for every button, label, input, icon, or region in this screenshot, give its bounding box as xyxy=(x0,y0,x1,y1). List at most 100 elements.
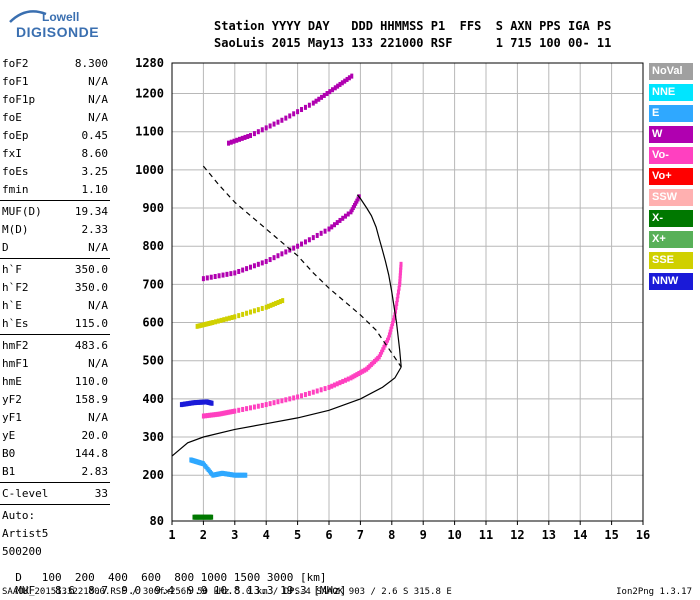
echo-point xyxy=(365,366,369,372)
echo-point xyxy=(205,413,209,419)
param-value: N/A xyxy=(88,241,108,254)
echo-point xyxy=(209,320,213,326)
param-separator xyxy=(0,334,110,335)
legend-item-x: X+ xyxy=(649,231,693,248)
x-tick-label: 2 xyxy=(200,528,207,542)
echo-point xyxy=(241,406,245,412)
param-separator xyxy=(0,504,110,505)
echo-point xyxy=(281,298,285,304)
param-key: fxI xyxy=(2,147,22,160)
param-value: N/A xyxy=(88,75,108,88)
param-key: foF2 xyxy=(2,57,29,70)
echo-point xyxy=(303,104,307,110)
echo-point xyxy=(389,326,393,332)
y-tick-label: 900 xyxy=(142,201,164,215)
echo-point xyxy=(194,400,198,406)
echo-point xyxy=(217,411,221,417)
param-separator xyxy=(0,200,110,201)
echo-trace xyxy=(189,457,248,478)
echo-point xyxy=(252,263,256,269)
echo-point xyxy=(319,387,323,393)
echo-point xyxy=(280,251,284,257)
echo-point xyxy=(238,136,242,142)
legend-item-w: W xyxy=(649,126,693,143)
echo-point xyxy=(197,323,201,329)
file-info-line: SAAOK_2015133221000.RSF / 300fx256h 50 k… xyxy=(2,587,452,597)
autoscale-label: Auto: xyxy=(2,509,36,522)
echo-point xyxy=(264,125,268,131)
echo-point xyxy=(243,134,247,140)
echo-point xyxy=(347,75,351,81)
param-separator xyxy=(0,482,110,483)
param-key: B0 xyxy=(2,447,16,460)
param-key: MUF(D) xyxy=(2,205,42,218)
echo-point xyxy=(303,239,307,245)
param-row: h`Es 115.0 xyxy=(2,315,108,333)
echo-point xyxy=(276,399,280,405)
distance-row: D 100 200 400 600 800 1000 1500 3000 [km… xyxy=(15,571,327,584)
echo-point xyxy=(296,243,300,249)
param-row: foF2 8.300 xyxy=(2,55,108,73)
echo-trace xyxy=(201,261,403,419)
echo-point xyxy=(233,472,237,478)
echo-point xyxy=(242,472,246,478)
param-key: D xyxy=(2,241,9,254)
artist-label: Artist5 xyxy=(2,527,49,540)
param-key: B1 xyxy=(2,465,16,478)
echo-point xyxy=(284,249,288,255)
param-value: 20.0 xyxy=(81,429,109,442)
header-line2: SaoLuis 2015 May13 133 221000 RSF 1 715 … xyxy=(214,36,612,50)
param-row: hmE 110.0 xyxy=(2,373,108,391)
param-row: C-level 33 xyxy=(2,485,108,503)
echo-point xyxy=(201,276,205,282)
echo-point xyxy=(300,241,304,247)
plot-frame xyxy=(171,62,644,522)
echo-point xyxy=(209,274,213,280)
param-row: B0 144.8 xyxy=(2,445,108,463)
echo-point xyxy=(235,137,239,143)
echo-point xyxy=(198,399,202,405)
echo-point xyxy=(278,299,282,305)
param-key: h`F xyxy=(2,263,22,276)
echo-point xyxy=(229,271,233,277)
echo-point xyxy=(284,397,288,403)
param-value: N/A xyxy=(88,93,108,106)
param-value: N/A xyxy=(88,111,108,124)
echo-point xyxy=(396,289,400,295)
echo-point xyxy=(237,313,241,319)
echo-point xyxy=(296,109,300,115)
echo-point xyxy=(374,357,378,363)
echo-point xyxy=(303,392,307,398)
param-value: N/A xyxy=(88,357,108,370)
echo-point xyxy=(330,224,334,230)
echo-point xyxy=(323,228,327,234)
param-row: B1 2.83 xyxy=(2,463,108,481)
y-tick-label: 400 xyxy=(142,392,164,406)
param-key: foEs xyxy=(2,165,29,178)
x-tick-label: 13 xyxy=(542,528,556,542)
echo-point xyxy=(335,220,339,226)
echo-point xyxy=(223,410,227,416)
legend-item-vo: Vo- xyxy=(649,147,693,164)
echo-point xyxy=(363,367,367,373)
echo-point xyxy=(241,267,245,273)
echo-point xyxy=(213,273,217,279)
logo-line1: Lowell xyxy=(42,10,80,24)
echo-point xyxy=(234,472,238,478)
echo-point xyxy=(288,113,292,119)
param-key: foEp xyxy=(2,129,29,142)
y-tick-label: 800 xyxy=(142,239,164,253)
echo-point xyxy=(245,310,249,316)
echo-point xyxy=(219,411,223,417)
echo-point xyxy=(203,321,207,327)
echo-point xyxy=(288,396,292,402)
param-value: 2.83 xyxy=(81,465,109,478)
echo-point xyxy=(225,410,229,416)
echo-point xyxy=(390,323,394,329)
echo-point xyxy=(240,135,244,141)
param-key: fmin xyxy=(2,183,29,196)
echo-point xyxy=(252,404,256,410)
param-row: h`E N/A xyxy=(2,297,108,315)
echo-point xyxy=(325,91,329,97)
echo-point xyxy=(333,85,337,91)
